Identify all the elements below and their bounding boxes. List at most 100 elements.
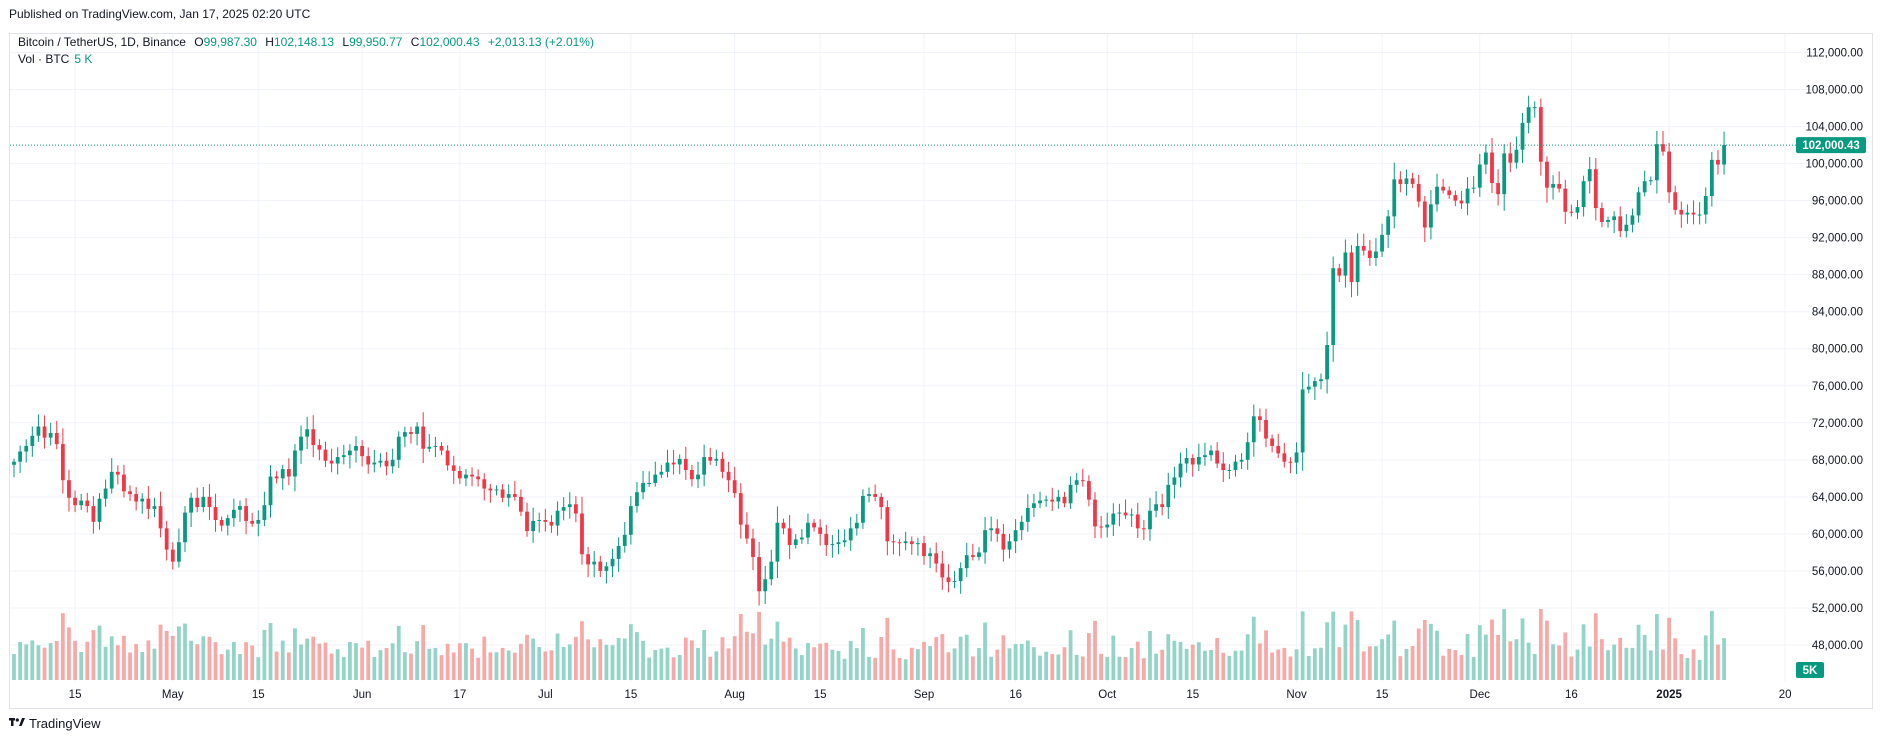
volume-bar	[1178, 641, 1183, 680]
volume-bar	[1435, 630, 1439, 680]
volume-bar	[983, 622, 987, 680]
candle-body	[433, 445, 438, 447]
price-tick-label: 48,000.00	[1812, 640, 1863, 652]
candle-body	[1624, 224, 1629, 232]
price-tick-label: 112,000.00	[1806, 48, 1863, 60]
volume-bar	[1245, 634, 1250, 680]
time-tick-label: 16	[1009, 689, 1022, 701]
volume-badge-label: 5K	[1803, 665, 1818, 677]
volume-bar	[256, 657, 261, 680]
candle-body	[793, 539, 798, 545]
volume-label[interactable]: Vol · BTC	[18, 52, 70, 66]
candle-body	[512, 494, 517, 497]
volume-bar	[451, 652, 456, 680]
volume-bar	[1239, 650, 1244, 680]
volume-bar	[1355, 620, 1360, 680]
candle-body	[799, 537, 804, 540]
volume-bar	[1551, 644, 1555, 680]
volume-bar	[396, 625, 401, 680]
time-tick-label: Jun	[353, 689, 372, 701]
volume-bar	[115, 645, 120, 680]
volume-bar	[690, 640, 694, 680]
volume-bar	[757, 611, 761, 680]
candle-body	[708, 457, 713, 461]
candle-body	[586, 554, 590, 565]
volume-bar	[940, 634, 945, 680]
volume-bar	[1716, 644, 1720, 680]
volume-bar	[1227, 655, 1232, 680]
candle-body	[1123, 512, 1128, 516]
volume-bar	[1477, 625, 1482, 680]
volume-bar	[1581, 624, 1586, 680]
volume-bar	[329, 653, 334, 680]
volume-bar	[1062, 647, 1067, 680]
volume-bar	[12, 653, 16, 680]
candle-body	[1111, 513, 1116, 525]
volume-bar	[1123, 657, 1128, 680]
candle-body	[1306, 386, 1311, 390]
time-tick-label: Sep	[914, 689, 934, 701]
volume-bar	[525, 634, 529, 680]
candle-body	[1679, 209, 1684, 215]
volume-bar	[726, 648, 731, 680]
chart-frame[interactable]	[9, 33, 1873, 709]
symbol-label[interactable]: Bitcoin / TetherUS, 1D, Binance	[18, 35, 186, 49]
candle-body	[1636, 192, 1641, 216]
candle-body	[1380, 234, 1384, 252]
volume-bar	[787, 637, 792, 680]
volume-bar	[1367, 646, 1372, 680]
price-tick-label: 80,000.00	[1812, 344, 1863, 356]
volume-bar	[1691, 649, 1696, 680]
candle-body	[1606, 220, 1610, 222]
volume-bar	[341, 656, 346, 680]
volume-bar	[445, 643, 450, 680]
volume-bar	[1459, 655, 1464, 680]
volume-bar	[1099, 653, 1104, 680]
volume-bar	[506, 650, 511, 680]
candle-body	[861, 495, 865, 523]
volume-bar	[1514, 639, 1519, 680]
volume-bar	[488, 652, 493, 680]
volume-bar	[1337, 647, 1342, 680]
volume-bar	[1233, 650, 1238, 680]
candle-body	[604, 566, 609, 571]
volume-bar	[909, 647, 914, 680]
volume-bar	[183, 623, 187, 680]
volume-bar	[1483, 634, 1488, 680]
candle-body	[1667, 151, 1671, 193]
volume-bar	[1386, 634, 1391, 680]
volume-bar	[268, 623, 273, 680]
candle-body	[751, 538, 755, 558]
footer-brand[interactable]: TradingView	[9, 716, 101, 731]
volume-bar	[769, 638, 774, 680]
volume-bar	[213, 642, 218, 680]
volume-bar	[512, 652, 517, 680]
volume-bar	[970, 656, 975, 680]
volume-bar	[677, 654, 682, 680]
volume-bar	[665, 647, 670, 680]
volume-bar	[1648, 650, 1653, 680]
candle-body	[964, 555, 969, 569]
volume-bar	[775, 621, 780, 680]
price-tick-label: 92,000.00	[1812, 233, 1863, 245]
volume-bar	[867, 656, 871, 680]
volume-badge	[1796, 662, 1824, 678]
volume-bar	[348, 642, 352, 680]
volume-bar	[1465, 634, 1470, 680]
candle-body	[555, 510, 560, 526]
candle-body	[903, 541, 908, 544]
open-key: O	[194, 35, 204, 49]
candle-body	[1496, 183, 1500, 195]
candle-body	[1508, 153, 1513, 163]
volume-bar	[763, 644, 768, 680]
time-tick-label: Oct	[1098, 689, 1117, 701]
time-tick-label: 15	[814, 689, 827, 701]
candle-body	[659, 471, 664, 475]
volume-bar	[372, 657, 377, 680]
time-tick-label: Aug	[724, 689, 744, 701]
time-tick-label: 16	[1565, 689, 1578, 701]
volume-bar	[274, 651, 279, 680]
last-price-badge	[1796, 137, 1866, 154]
volume-bar	[225, 649, 230, 680]
